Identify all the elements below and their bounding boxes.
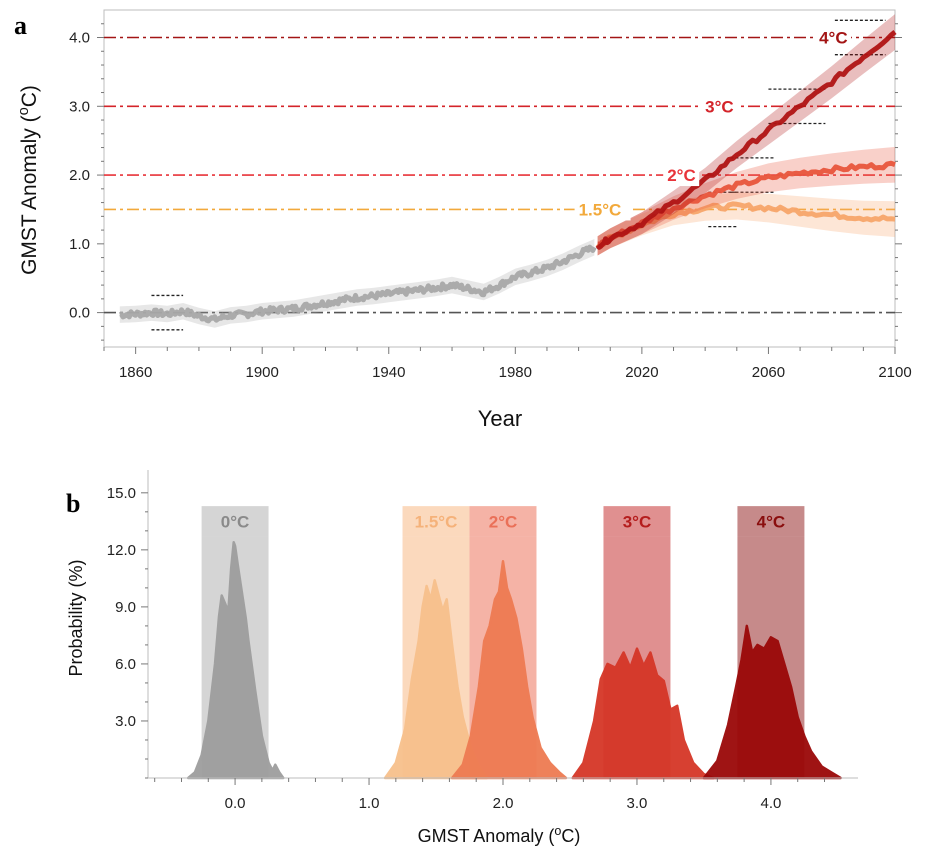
x-tick-label: 4.0 <box>760 795 781 812</box>
x-tick-label: 1900 <box>246 364 279 381</box>
distribution-area <box>450 560 568 780</box>
y-tick-label: 3.0 <box>115 713 136 730</box>
panel-b-letter: b <box>66 489 80 518</box>
series-lines <box>118 14 897 328</box>
y-axis-title: Probability (%) <box>66 559 86 676</box>
y-tick-label: 1.0 <box>69 236 90 253</box>
band-label: 2°C <box>489 512 518 531</box>
y-tick-label: 4.0 <box>69 30 90 47</box>
x-tick-label: 1940 <box>372 364 405 381</box>
x-tick-label: 2.0 <box>493 795 514 812</box>
y-axis-ticks: 0.0 1.0 2.0 3.0 4.0 <box>69 23 902 341</box>
series-line <box>118 244 597 324</box>
band-header <box>402 506 470 537</box>
threshold-label: 4°C <box>819 29 848 48</box>
threshold-label: 1.5°C <box>579 200 622 219</box>
x-tick-label: 3.0 <box>627 795 648 812</box>
band-header <box>737 506 805 537</box>
distribution-area <box>186 540 285 780</box>
series-line <box>595 30 897 250</box>
x-tick-label: 1.0 <box>359 795 380 812</box>
distribution-area <box>702 624 842 780</box>
x-tick-label: 2060 <box>752 364 785 381</box>
threshold-label-bg <box>701 95 738 118</box>
y-tick-label: 15.0 <box>107 485 136 502</box>
threshold-label: 2°C <box>667 166 696 185</box>
threshold-label-bg <box>815 26 852 49</box>
y-tick-label: 6.0 <box>115 656 136 673</box>
x-axis-title: Year <box>478 406 522 431</box>
distribution-areas <box>186 540 842 780</box>
band-header <box>469 506 537 537</box>
series-envelope <box>597 14 895 256</box>
y-axis-title-text: GMST Anomaly (oC) <box>16 85 41 275</box>
distribution-area <box>571 647 715 780</box>
panel-b-chart: b 0°C 1.5°C 2°C 3°C 4°C 0.0 1.0 2.0 3.0 4.0 3.0 6… <box>66 470 858 846</box>
band-label: 3°C <box>623 512 652 531</box>
x-axis-ticks: 1860 1900 1940 1980 2020 2060 2100 <box>103 347 912 381</box>
threshold-label-bg <box>663 164 700 187</box>
panel-a-letter: a <box>14 11 27 40</box>
band-header <box>603 506 671 537</box>
x-tick-label: 0.0 <box>225 795 246 812</box>
band-header <box>201 506 269 537</box>
x-tick-label: 2020 <box>625 364 658 381</box>
range-markers <box>151 19 886 331</box>
x-axis-title: GMST Anomaly (oC) <box>418 824 581 846</box>
x-tick-label: 1980 <box>499 364 532 381</box>
x-tick-label: 2100 <box>878 364 911 381</box>
panel-a-frame <box>103 9 896 348</box>
band-label: 4°C <box>757 512 786 531</box>
threshold-label: 3°C <box>705 97 734 116</box>
y-tick-label: 0.0 <box>69 305 90 322</box>
y-tick-label: 12.0 <box>107 542 136 559</box>
band-label: 0°C <box>221 512 250 531</box>
x-tick-label: 1860 <box>119 364 152 381</box>
y-tick-label: 9.0 <box>115 599 136 616</box>
y-tick-label: 2.0 <box>69 167 90 184</box>
panel-a-chart: a 1.5°C 2°C 3°C 4°C 1860 1900 1940 1980 2020 206… <box>14 9 912 431</box>
x-axis-ticks: 0.0 1.0 2.0 3.0 4.0 <box>154 778 826 812</box>
y-tick-label: 3.0 <box>69 98 90 115</box>
y-axis-ticks: 3.0 6.0 9.0 12.0 15.0 <box>107 485 148 779</box>
y-axis-title: GMST Anomaly (oC) <box>16 85 41 275</box>
threshold-labels: 1.5°C 2°C 3°C 4°C <box>574 26 852 221</box>
band-label: 1.5°C <box>415 512 458 531</box>
threshold-label-bg <box>574 198 631 221</box>
